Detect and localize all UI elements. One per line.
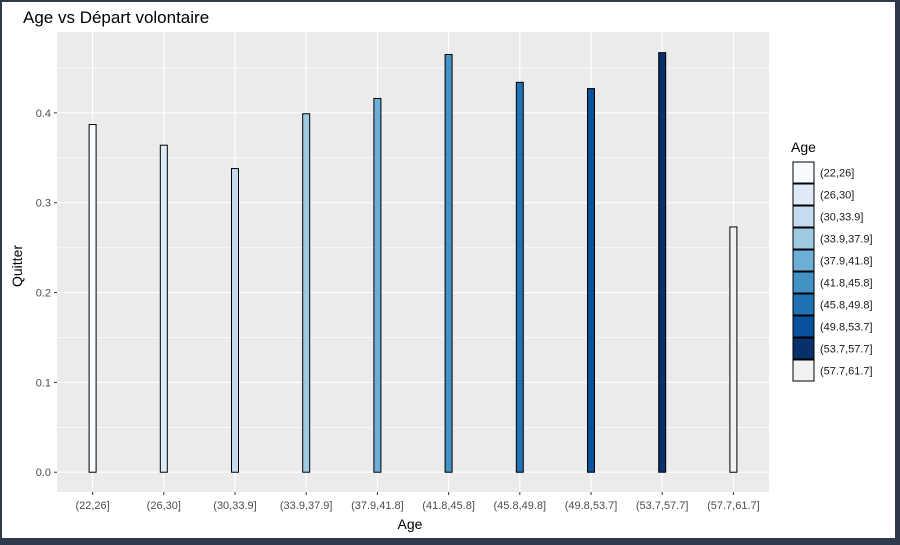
bar [373,97,382,473]
x-axis-title: Age [398,516,423,532]
x-tick-label: (57.7,61.7] [707,500,760,512]
y-axis-title: Quitter [9,245,25,287]
y-axis: 0.0 0.1 0.2 0.3 0.4 [36,108,57,479]
legend-label: (33.9,37.9] [820,234,873,246]
bar [88,124,97,473]
x-tick-label: (41.8,45.8] [422,500,475,512]
bar [658,52,667,473]
bar [444,53,453,473]
bar [587,88,595,473]
legend-key [792,337,815,360]
legend-title: Age [791,139,816,155]
legend: Age (22,26] (26,30] (30,33.9] (33.9,37.9] (3… [791,139,873,382]
legend-key [792,249,815,272]
bar [729,226,738,473]
legend-label: (37.9,41.8] [820,256,873,268]
legend-key [792,315,815,338]
legend-label: (22,26] [820,168,854,180]
legend-label: (49.8,53.7] [820,322,873,334]
legend-key [792,183,815,206]
plot-panel [57,32,769,492]
x-tick-label: (30,33.9] [213,500,256,512]
x-tick-label: (33.9,37.9] [280,500,333,512]
legend-label: (30,33.9] [820,212,863,224]
legend-label: (53.7,57.7] [820,344,873,356]
legend-key [792,205,815,228]
bar [302,113,311,473]
legend-label: (41.8,45.8] [820,278,873,290]
y-tick-label: 0.3 [36,198,51,210]
x-axis: (22,26] (26,30] (30,33.9] (33.9,37.9] (37.9,… [75,492,760,512]
legend-label: (26,30] [820,190,854,202]
bar [231,168,239,473]
y-tick-label: 0.2 [36,288,51,300]
x-tick-label: (37.9,41.8] [351,500,404,512]
y-tick-label: 0.1 [36,377,51,389]
chart-title: Age vs Départ volontaire [23,8,209,27]
legend-label: (57.7,61.7] [820,366,873,378]
legend-key [792,293,815,316]
x-tick-label: (49.8,53.7] [565,500,618,512]
x-tick-label: (45.8,49.8] [494,500,547,512]
y-tick-label: 0.0 [36,467,51,479]
x-tick-label: (26,30] [147,500,181,512]
legend-key [792,271,815,294]
y-tick-label: 0.4 [36,108,51,120]
bar [515,81,524,473]
plot-frame: Age vs Départ volontaire 0.0 0.1 0.2 0.3 0.4… [2,2,895,538]
legend-key [792,359,815,382]
legend-key [792,161,815,184]
bar [159,144,168,473]
bars [88,52,738,473]
x-tick-label: (22,26] [75,500,109,512]
bar-chart: Age vs Départ volontaire 0.0 0.1 0.2 0.3 0.4… [9,8,873,532]
legend-label: (45.8,49.8] [820,300,873,312]
x-tick-label: (53.7,57.7] [636,500,689,512]
legend-key [792,227,815,250]
